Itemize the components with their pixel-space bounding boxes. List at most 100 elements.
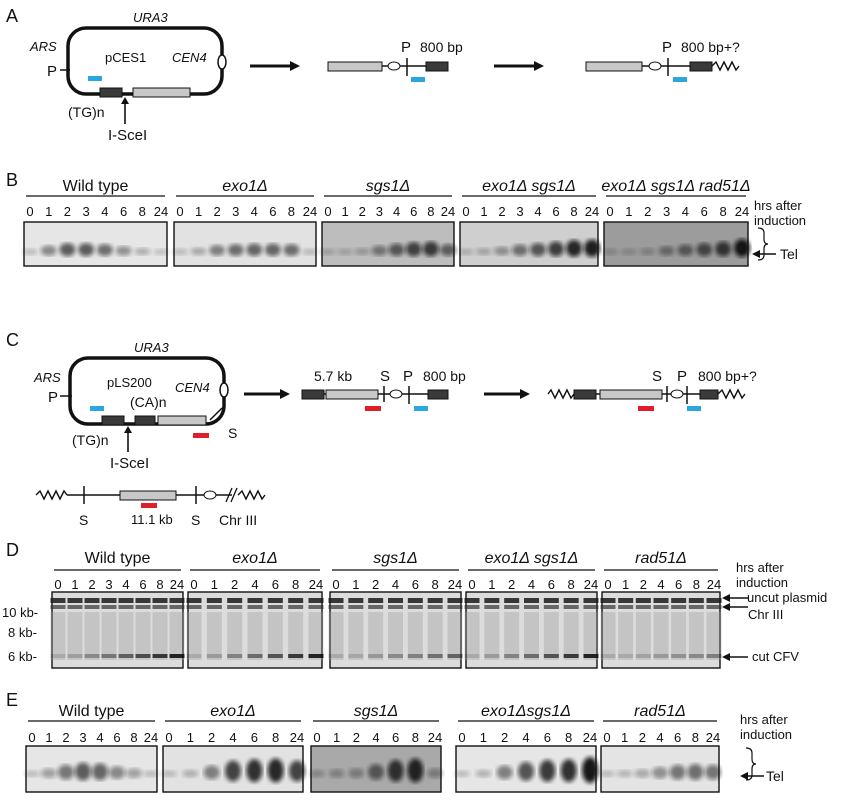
lane-label-rad51-1: 1 <box>621 730 628 745</box>
band-chr-exo1-3 <box>247 605 263 609</box>
strain-title-rad51: rad51Δ <box>635 550 687 567</box>
b-hrs-label-1: hrs after <box>754 198 802 213</box>
panel-c-diagram: URA3 ARS P pLS200 CEN4 (CA)n (TG)n I-Sce… <box>33 340 757 528</box>
s-label-c: S <box>228 425 237 441</box>
band-triple-4 <box>677 244 694 256</box>
band-wt-7 <box>153 248 169 256</box>
lane-label-sgs1-6: 24 <box>448 577 462 592</box>
band-chr-wt-5 <box>135 605 151 609</box>
lane-label-wt-5: 6 <box>120 204 127 219</box>
band-cfv-wt-6 <box>152 654 168 658</box>
lane-label-sgs1-2: 2 <box>372 577 379 592</box>
lane-label-exo1sgs1-3: 4 <box>528 577 535 592</box>
lane-label-sgs1-2: 2 <box>359 204 366 219</box>
lane-label-exo1-5: 8 <box>272 730 279 745</box>
band-exo1sgs1-6 <box>582 757 598 783</box>
ca-box-c2 <box>699 389 719 400</box>
lane-label-wt-3: 3 <box>105 577 112 592</box>
band-cfv-sgs1-5 <box>427 654 443 658</box>
smear-rad51-1 <box>618 612 634 660</box>
strain-title-sgs1: sgs1Δ <box>373 550 418 567</box>
tg-box-c <box>101 415 125 426</box>
band-uncut-exo1sgs1-6 <box>583 598 599 603</box>
blue-probe-2 <box>673 77 687 82</box>
band-chr-exo1-1 <box>206 605 222 609</box>
band-uncut-exo1sgs1-4 <box>543 598 559 603</box>
smear-wt-2 <box>84 612 100 660</box>
band-chr-wt-2 <box>84 605 100 609</box>
lane-label-exo1sgs1-0: 0 <box>468 577 475 592</box>
band-chr-rad51-4 <box>671 605 687 609</box>
p-label-c1: P <box>403 368 413 385</box>
lane-label-wt-6: 8 <box>156 577 163 592</box>
ca-box-c1 <box>427 389 449 400</box>
band-chr-sgs1-2 <box>368 605 384 609</box>
lane-label-exo1-3: 3 <box>232 204 239 219</box>
band-cfv-exo1-6 <box>308 654 324 658</box>
band-exo1sgs1-3 <box>512 244 528 256</box>
tg-box-c2 <box>573 389 597 400</box>
lane-label-wt-4: 4 <box>122 577 129 592</box>
band-uncut-exo1sgs1-3 <box>524 598 539 603</box>
lane-label-exo1-7: 24 <box>303 204 317 219</box>
cen-1 <box>387 61 401 71</box>
smear-wt-5 <box>135 612 151 660</box>
panel-letter-a: A <box>6 6 18 26</box>
isce-label: I-SceI <box>108 127 147 144</box>
lane-label-wt-6: 8 <box>130 730 137 745</box>
size-800-label-c1: 800 bp <box>423 368 466 384</box>
gel-group-sgs1: sgs1Δ 0 1 2 3 4 6 8 24 <box>320 178 456 267</box>
lane-label-sgs1-5: 6 <box>410 204 417 219</box>
band-cfv-wt-0 <box>50 654 66 658</box>
lane-label-wt-7: 24 <box>144 730 158 745</box>
band-exo1sgs1-1 <box>476 248 492 256</box>
band-cfv-exo1sgs1-4 <box>543 654 559 658</box>
smear-wt-4 <box>118 612 134 660</box>
band-uncut-wt-7 <box>169 598 185 603</box>
lane-label-sgs1-1: 1 <box>333 730 340 745</box>
band-uncut-rad51-5 <box>688 598 704 603</box>
lane-label-exo1sgs1-6: 24 <box>584 577 598 592</box>
lane-label-sgs1-3: 3 <box>376 204 383 219</box>
lane-label-wt-7: 24 <box>170 577 184 592</box>
band-rad51-1 <box>616 769 633 778</box>
band-chr-rad51-6 <box>706 605 722 609</box>
band-uncut-exo1-6 <box>308 598 324 603</box>
size-label-2: 800 bp+? <box>681 39 740 55</box>
cen4-label: CEN4 <box>172 50 207 65</box>
lane-label-exo1sgs1-2: 2 <box>501 730 508 745</box>
gel-group-wt: Wild type 0 1 2 3 4 6 8 24 <box>24 703 159 793</box>
band-chr-rad51-1 <box>618 605 634 609</box>
strain-title-exo1sgs1: exo1Δ sgs1Δ <box>485 550 579 567</box>
smear-exo1-5 <box>288 612 304 660</box>
band-chr-rad51-5 <box>688 605 704 609</box>
band-cfv-sgs1-2 <box>368 654 384 658</box>
band-wt-4 <box>92 763 108 781</box>
lane-label-exo1sgs1-4: 4 <box>534 204 541 219</box>
strain-title-triple: exo1Δ sgs1Δ rad51Δ <box>601 178 750 195</box>
process-arrow-c1-head <box>280 389 290 399</box>
band-exo1-3 <box>227 244 244 256</box>
band-wt-4 <box>96 244 113 256</box>
strain-title-exo1: exo1Δ <box>210 703 255 720</box>
band-uncut-rad51-2 <box>635 598 651 603</box>
blue-probe <box>88 76 102 81</box>
band-uncut-exo1sgs1-2 <box>504 598 520 603</box>
ura3-box-c <box>157 415 207 426</box>
p-label-2: P <box>662 39 672 56</box>
lane-label-triple-4: 4 <box>682 204 689 219</box>
band-triple-5 <box>696 243 713 257</box>
ars-label: ARS <box>29 39 57 54</box>
lane-label-exo1sgs1-3: 3 <box>516 204 523 219</box>
band-uncut-exo1-1 <box>206 598 222 603</box>
chr-cen <box>203 490 217 500</box>
band-exo1-5 <box>264 243 281 257</box>
band-chr-wt-0 <box>50 605 66 609</box>
band-cfv-exo1-0 <box>186 654 202 658</box>
lane-label-exo1sgs1-1: 1 <box>488 577 495 592</box>
band-exo1sgs1-0 <box>458 248 474 256</box>
band-chr-exo1sgs1-6 <box>583 605 599 609</box>
band-chr-sgs1-4 <box>407 605 423 609</box>
smear-exo1sgs1-3 <box>524 612 539 660</box>
